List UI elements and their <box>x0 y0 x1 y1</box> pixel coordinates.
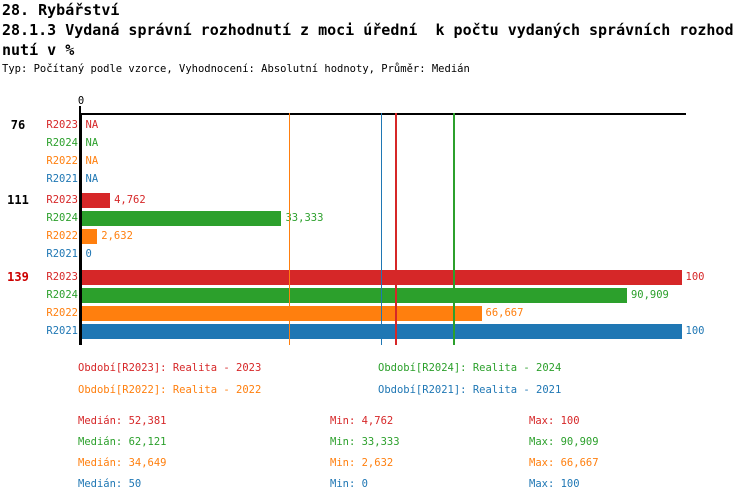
bar-value-label: 100 <box>685 271 705 283</box>
stat-median-R2022: Medián: 34,649 <box>78 457 167 469</box>
bar-value-label: 90,909 <box>630 289 669 301</box>
stat-min-R2022: Min: 2,632 <box>330 457 394 469</box>
y-axis-line <box>78 113 82 345</box>
median-line-R2022 <box>288 113 291 345</box>
bar-value-label: NA <box>85 155 99 167</box>
group-label: 139 <box>7 270 29 284</box>
bar <box>81 229 98 244</box>
chart-title-line-1: 28.1.3 Vydaná správní rozhodnutí z moci … <box>2 21 734 39</box>
bar-value-label: 2,632 <box>101 230 133 242</box>
bar <box>81 211 282 226</box>
group-label: 111 <box>7 193 29 207</box>
chart-meta-line: Typ: Počítaný podle vzorce, Vyhodnocení:… <box>2 63 470 75</box>
bar-value-label: 100 <box>685 325 705 337</box>
stat-max-R2024: Max: 90,909 <box>529 436 599 448</box>
year-label: R2021 <box>46 173 78 185</box>
stat-median-R2021: Medián: 50 <box>78 478 142 490</box>
year-label: R2024 <box>46 289 78 301</box>
legend-item-R2021: Období[R2021]: Realita - 2021 <box>378 384 562 396</box>
year-label: R2022 <box>46 307 78 319</box>
bar <box>81 193 111 208</box>
stat-max-R2022: Max: 66,667 <box>529 457 599 469</box>
x-axis-tick-mark <box>79 106 81 113</box>
year-label: R2021 <box>46 248 78 260</box>
page-title: 28. Rybářství <box>2 1 120 19</box>
stat-min-R2021: Min: 0 <box>330 478 368 490</box>
group-label: 76 <box>10 118 26 132</box>
year-label: R2022 <box>46 230 78 242</box>
median-line-R2024 <box>453 113 455 345</box>
bar-value-label: NA <box>85 173 99 185</box>
year-label: R2024 <box>46 212 78 224</box>
bar <box>81 288 627 303</box>
bar-value-label: 0 <box>85 248 92 260</box>
bar-value-label: 4,762 <box>114 194 146 206</box>
bar <box>81 306 482 321</box>
stat-median-R2024: Medián: 62,121 <box>78 436 167 448</box>
x-axis-line <box>79 113 686 115</box>
year-label: R2021 <box>46 325 78 337</box>
median-line-R2021 <box>380 113 383 345</box>
stat-max-R2021: Max: 100 <box>529 478 580 490</box>
bar-value-label: 33,333 <box>285 212 324 224</box>
legend-item-R2024: Období[R2024]: Realita - 2024 <box>378 362 562 374</box>
chart-title-line-2: nutí v % <box>2 41 75 59</box>
stat-max-R2023: Max: 100 <box>529 415 580 427</box>
year-label: R2023 <box>46 119 78 131</box>
bar-value-label: 66,667 <box>485 307 524 319</box>
year-label: R2024 <box>46 137 78 149</box>
median-line-R2023 <box>395 113 397 345</box>
stat-min-R2023: Min: 4,762 <box>330 415 394 427</box>
bar-value-label: NA <box>85 119 99 131</box>
year-label: R2023 <box>46 271 78 283</box>
legend-item-R2022: Období[R2022]: Realita - 2022 <box>78 384 262 396</box>
stat-median-R2023: Medián: 52,381 <box>78 415 167 427</box>
x-axis-zero-tick-label: 0 <box>77 95 85 107</box>
stat-min-R2024: Min: 33,333 <box>330 436 400 448</box>
legend-item-R2023: Období[R2023]: Realita - 2023 <box>78 362 262 374</box>
year-label: R2022 <box>46 155 78 167</box>
year-label: R2023 <box>46 194 78 206</box>
bar-value-label: NA <box>85 137 99 149</box>
